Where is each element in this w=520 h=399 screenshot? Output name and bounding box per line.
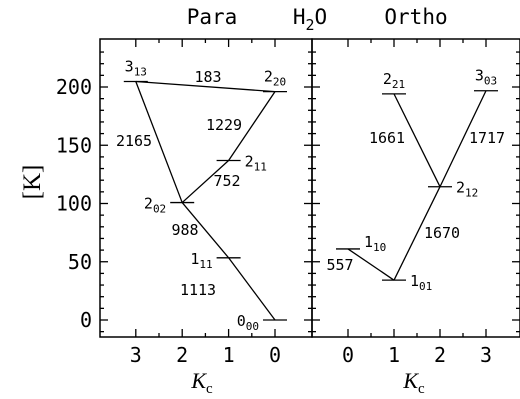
level-label-main: 3 — [475, 67, 484, 85]
para-title: Para — [187, 5, 238, 29]
ortho-transition-3_03-2_12 — [439, 90, 487, 188]
para-transition-label: 1113 — [180, 281, 216, 299]
level-label-sub: 01 — [419, 280, 432, 293]
level-label-sub: 11 — [199, 258, 212, 271]
y-tick-label: 150 — [56, 133, 92, 157]
ortho-level-label: 303 — [475, 67, 497, 88]
molecule-base: H — [293, 5, 306, 29]
transition-lines — [135, 80, 487, 321]
ortho-transition-label: 1670 — [424, 224, 460, 242]
ortho-panel-frame — [311, 38, 520, 338]
ortho-transition-label: 1661 — [369, 129, 405, 147]
para-transition-label: 1229 — [206, 116, 242, 134]
level-label-sub: 11 — [254, 161, 267, 174]
para-x-axis-label-sub: c — [206, 381, 213, 397]
ortho-level-label: 101 — [410, 272, 432, 293]
para-x-axis-label-base: K — [190, 368, 207, 393]
level-label-main: 2 — [383, 70, 392, 88]
molecule-subscript: 2 — [305, 16, 314, 34]
para-x-tick-label: 3 — [130, 343, 142, 367]
para-level-label: 111 — [190, 250, 212, 271]
y-tick-label: 200 — [56, 75, 92, 99]
y-tick-label: 100 — [56, 192, 92, 216]
level-label-sub: 13 — [134, 66, 147, 79]
ortho-level-label: 110 — [364, 233, 386, 254]
molecule-title: H2O — [293, 5, 327, 34]
level-label-main: 2 — [456, 179, 465, 197]
level-label-main: 1 — [410, 272, 419, 290]
level-label-sub: 00 — [246, 320, 259, 333]
molecule-tail: O — [315, 5, 328, 29]
ortho-x-axis-label-sub: c — [418, 381, 425, 397]
para-transition-label: 988 — [171, 221, 198, 239]
level-label-sub: 20 — [273, 76, 286, 89]
ortho-transition-label: 557 — [326, 256, 353, 274]
para-x-tick-label: 2 — [176, 343, 188, 367]
ortho-level-label: 221 — [383, 70, 405, 91]
level-label-sub: 03 — [484, 75, 497, 88]
y-tick-label: 0 — [80, 308, 92, 332]
para-transition-1_11-0_00 — [228, 257, 276, 321]
ortho-x-tick-label: 2 — [434, 343, 446, 367]
level-label-main: 3 — [125, 58, 134, 76]
para-level-label: 000 — [237, 312, 259, 333]
para-transition-2_11-2_02 — [181, 160, 230, 204]
ortho-x-axis-label-base: K — [402, 368, 419, 393]
para-level-label: 313 — [125, 58, 147, 79]
para-transition-label: 2165 — [116, 132, 152, 150]
ortho-transition-2_21-2_12 — [393, 93, 441, 188]
level-label-sub: 10 — [373, 241, 386, 254]
ortho-x-axis-label: Kc — [402, 368, 425, 397]
para-transition-label: 183 — [194, 68, 221, 86]
ortho-x-tick-label: 1 — [388, 343, 400, 367]
para-x-tick-label: 1 — [223, 343, 235, 367]
ortho-transition-1_10-1_01 — [347, 248, 395, 281]
para-transition-3_13-2_02 — [135, 81, 183, 203]
ortho-x-tick-label: 3 — [480, 343, 492, 367]
para-transition-3_13-2_20 — [135, 80, 276, 93]
ortho-transition-2_12-1_01 — [393, 186, 441, 281]
energy-levels — [123, 80, 498, 321]
para-transition-2_02-1_11 — [181, 202, 230, 259]
level-label-sub: 12 — [465, 187, 478, 200]
ortho-x-tick-label: 0 — [342, 343, 354, 367]
y-axis-label: [K] — [19, 165, 46, 200]
para-x-tick-label: 0 — [269, 343, 281, 367]
para-x-axis-label: Kc — [190, 368, 213, 397]
ortho-title: Ortho — [384, 5, 447, 29]
ortho-transition-label: 1717 — [469, 129, 505, 147]
level-label-main: 2 — [264, 68, 273, 86]
para-transition-label: 752 — [213, 172, 240, 190]
para-level-label: 220 — [264, 68, 286, 89]
para-level-label: 202 — [144, 195, 166, 216]
level-label-main: 0 — [237, 312, 246, 330]
para-level-label: 211 — [245, 153, 267, 174]
level-label-main: 2 — [144, 195, 153, 213]
level-label-sub: 02 — [153, 203, 166, 216]
level-label-main: 2 — [245, 153, 254, 171]
ortho-level-label: 212 — [456, 179, 478, 200]
level-label-main: 1 — [364, 233, 373, 251]
y-tick-label: 50 — [68, 250, 92, 274]
level-label-sub: 21 — [392, 78, 405, 91]
para-transition-2_20-2_11 — [228, 91, 276, 161]
level-label-main: 1 — [190, 250, 199, 268]
